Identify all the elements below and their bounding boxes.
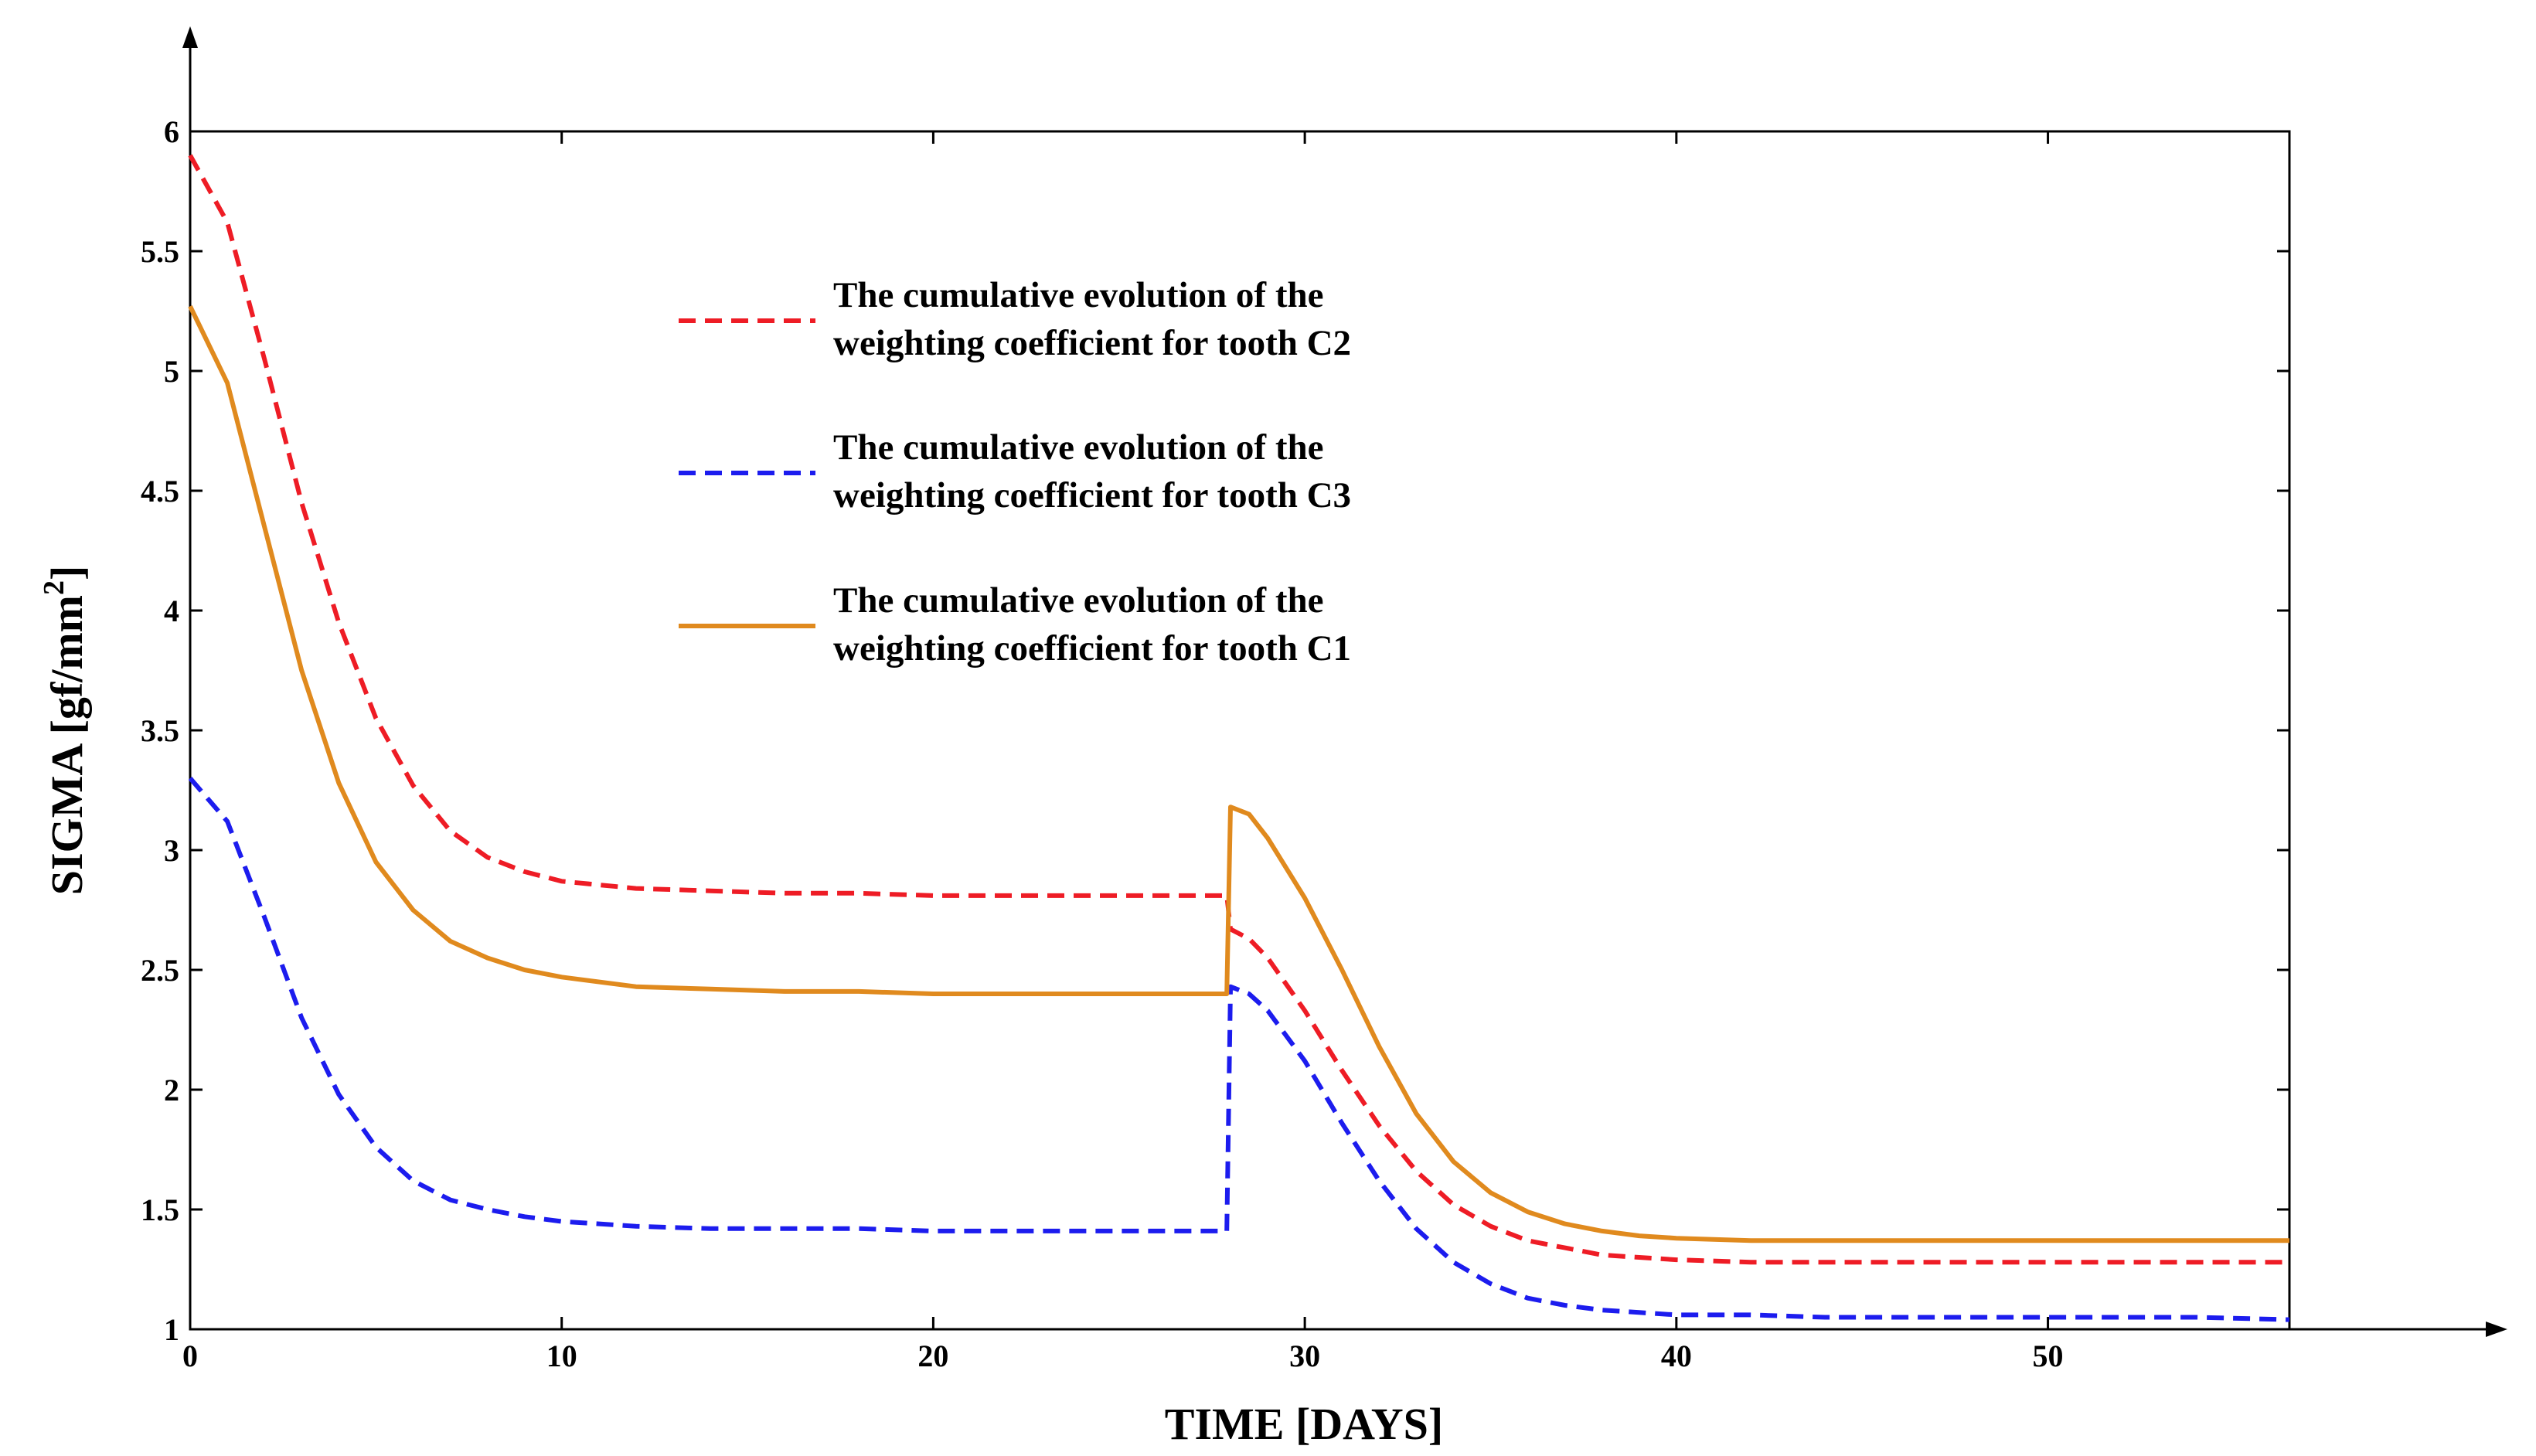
legend: The cumulative evolution of the weighting…	[679, 275, 1351, 668]
y-tick-label: 2	[164, 1073, 179, 1107]
axis-ticks	[189, 130, 2289, 1331]
x-axis-arrowhead	[2486, 1322, 2507, 1337]
y-tick-label: 4	[164, 594, 179, 628]
y-tick-label: 6	[164, 114, 179, 149]
x-tick-label: 20	[917, 1339, 948, 1373]
legend-label-c1-line2: weighting coefficient for tooth C1	[833, 628, 1351, 668]
legend-label-c1-line1: The cumulative evolution of the	[833, 580, 1323, 621]
y-tick-label: 1	[164, 1312, 179, 1347]
y-tick-label: 5.5	[141, 234, 179, 269]
y-tick-label: 1.5	[141, 1192, 179, 1227]
y-tick-label: 4.5	[141, 474, 179, 509]
y-axis-arrowhead	[182, 26, 198, 48]
y-tick-label: 3	[164, 833, 179, 868]
x-tick-label: 0	[182, 1339, 198, 1373]
y-axis-title-main: SIGMA [gf/mm	[42, 595, 92, 895]
x-tick-label: 30	[1289, 1339, 1320, 1373]
y-tick-label: 3.5	[141, 713, 179, 748]
legend-label-c3-line2: weighting coefficient for tooth C3	[833, 475, 1351, 515]
plot-frame	[189, 130, 2291, 1331]
y-tick-label: 2.5	[141, 953, 179, 988]
legend-label-c3-line1: The cumulative evolution of the	[833, 427, 1323, 468]
y-axis-title: SIGMA [gf/mm2]	[38, 566, 92, 896]
legend-label-c2-line2: weighting coefficient for tooth C2	[833, 323, 1351, 363]
series-line-c3	[188, 777, 2290, 1322]
axis-tick-labels: 0 10 20 30 40 50 1 1.5 2 2.5 3 3.5 4 4.5 5 5.5 6	[141, 114, 2064, 1373]
x-tick-label: 10	[546, 1339, 577, 1373]
x-tick-label: 40	[1661, 1339, 1692, 1373]
y-tick-label: 5	[164, 354, 179, 389]
series-line-c1	[188, 304, 2289, 1243]
x-tick-label: 50	[2033, 1339, 2064, 1373]
series-line-c2	[188, 154, 2289, 1265]
y-axis-title-close: ]	[42, 566, 92, 580]
x-axis-title: TIME [DAYS]	[1165, 1399, 1443, 1449]
legend-label-c2-line1: The cumulative evolution of the	[833, 275, 1323, 315]
y-axis-title-sup: 2	[38, 580, 70, 595]
series-layer	[188, 154, 2290, 1322]
